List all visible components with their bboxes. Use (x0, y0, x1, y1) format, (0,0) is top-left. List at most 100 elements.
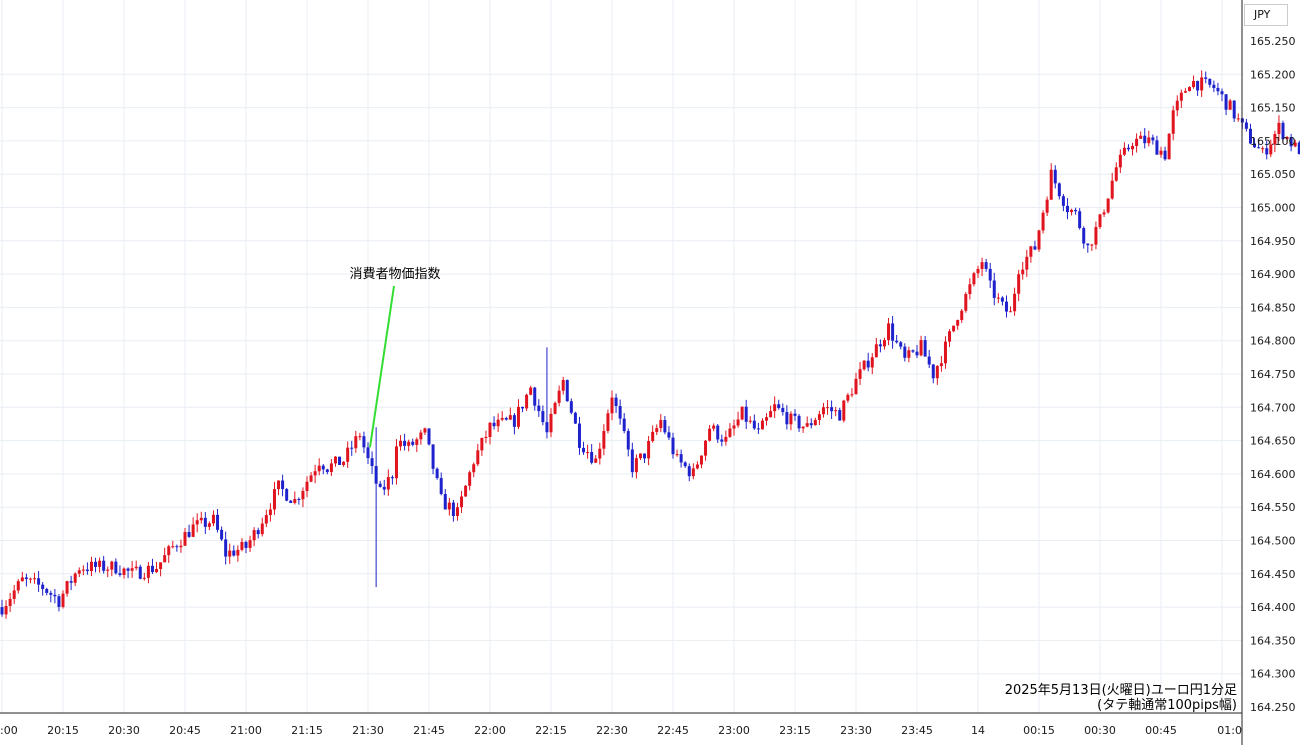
candle (789, 411, 793, 431)
candle (138, 564, 142, 580)
candle-body (150, 565, 154, 573)
candle (582, 441, 586, 455)
currency-badge[interactable]: JPY (1244, 4, 1288, 26)
time-tick-label: 21:45 (413, 724, 445, 737)
candle (500, 411, 504, 422)
candle (1200, 70, 1204, 97)
candle-body (122, 568, 126, 575)
candle (1248, 123, 1252, 145)
candle-body (301, 490, 305, 500)
candle-body (964, 294, 968, 311)
candle-body (988, 268, 992, 281)
candle-body (293, 499, 297, 503)
candle (679, 449, 683, 468)
candle-body (411, 441, 415, 445)
candle-body (695, 464, 699, 469)
candle (1033, 240, 1037, 251)
price-tick-label: 164.650 (1250, 435, 1296, 448)
candle (740, 406, 744, 421)
candle (28, 577, 32, 584)
candle-body (419, 432, 423, 440)
candle-body (838, 410, 842, 421)
candle-body (1082, 228, 1086, 244)
candle (996, 293, 1000, 304)
candle-body (329, 463, 333, 473)
candle-body (480, 437, 484, 451)
candle-body (882, 340, 886, 347)
candle (785, 405, 789, 430)
candle-body (1248, 128, 1252, 144)
candle-body (317, 465, 321, 472)
candle-body (630, 449, 634, 473)
candle (73, 572, 77, 586)
candle-body (1013, 293, 1017, 312)
price-tick-label: 164.700 (1250, 401, 1296, 414)
candle-body (1102, 212, 1106, 215)
candle (952, 325, 956, 333)
time-tick-label: 22:45 (657, 724, 689, 737)
candle (321, 463, 325, 475)
candle-body (45, 588, 49, 593)
candle-body (598, 448, 602, 459)
candle-body (146, 565, 150, 578)
candle-body (130, 568, 134, 571)
candle-body (1037, 230, 1041, 250)
candle (1021, 261, 1025, 280)
candle (630, 442, 634, 478)
candle-body (805, 423, 809, 427)
candle (1004, 295, 1008, 318)
candle (1273, 130, 1277, 153)
candle-body (309, 475, 313, 482)
time-tick-label: 23:45 (901, 724, 933, 737)
candle (163, 547, 167, 563)
candle-body (1017, 274, 1021, 294)
candle-body (675, 454, 679, 456)
candle (195, 513, 199, 533)
candle (8, 592, 12, 613)
candle-body (935, 366, 939, 379)
candle (1013, 287, 1017, 316)
candle-body (911, 350, 915, 352)
price-tick-label: 164.850 (1250, 301, 1296, 314)
candle-body (98, 560, 102, 567)
candle-body (870, 357, 874, 368)
candle-body (492, 422, 496, 427)
candle-body (427, 428, 431, 445)
candle-body (830, 407, 834, 412)
candle-body (476, 450, 480, 465)
candle (427, 428, 431, 446)
candle-body (159, 562, 163, 569)
time-tick-label: 20:15 (47, 724, 79, 737)
candle-body (423, 428, 427, 433)
time-tick-label: :00 (0, 724, 18, 737)
candle (313, 464, 317, 484)
candle (1163, 146, 1167, 161)
candle (175, 544, 179, 552)
candle-body (1090, 244, 1094, 246)
candle (399, 435, 403, 451)
candle-body (874, 344, 878, 358)
candle (964, 292, 968, 313)
candle-body (614, 397, 618, 407)
candle-body (533, 387, 537, 406)
candle-body (504, 417, 508, 420)
candle-body (85, 569, 89, 572)
candle (956, 319, 960, 330)
candle (760, 418, 764, 430)
candle-body (1094, 227, 1098, 245)
candle (41, 581, 45, 596)
gridlines (0, 0, 1242, 713)
candle (887, 318, 891, 346)
candle (1171, 105, 1175, 141)
candle-body (557, 390, 561, 403)
candle (37, 570, 41, 592)
candle (451, 499, 455, 522)
candle (1139, 131, 1143, 139)
candle (102, 556, 106, 574)
candle (1208, 78, 1212, 88)
candle-body (1200, 77, 1204, 91)
candle-body (573, 412, 577, 424)
candle (984, 258, 988, 272)
candle-body (801, 426, 805, 429)
